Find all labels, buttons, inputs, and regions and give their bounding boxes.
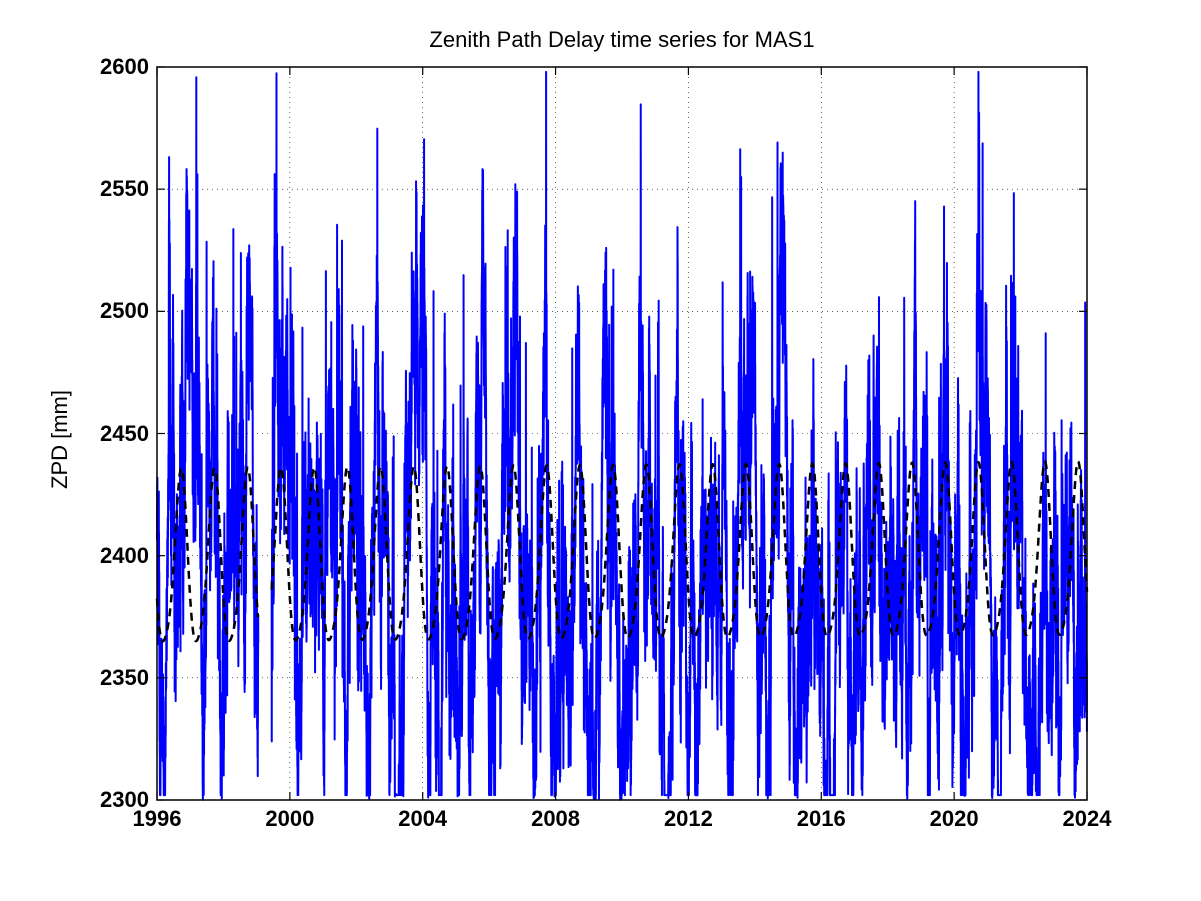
x-tick-label: 2008 [521, 806, 591, 832]
chart-title: Zenith Path Delay time series for MAS1 [157, 27, 1087, 53]
y-tick-label: 2550 [79, 176, 149, 202]
y-tick-label: 2500 [79, 298, 149, 324]
plot-area [157, 67, 1087, 800]
y-tick-label: 2350 [79, 665, 149, 691]
x-tick-label: 2012 [653, 806, 723, 832]
y-tick-label: 2450 [79, 421, 149, 447]
x-tick-label: 2024 [1052, 806, 1122, 832]
raw-series [157, 72, 1087, 800]
y-axis-label: ZPD [mm] [47, 390, 73, 489]
plot-svg [157, 67, 1087, 800]
x-tick-label: 2016 [786, 806, 856, 832]
x-tick-label: 2004 [388, 806, 458, 832]
y-tick-label: 2300 [79, 787, 149, 813]
y-tick-label: 2600 [79, 54, 149, 80]
x-tick-label: 2000 [255, 806, 325, 832]
chart-container: Zenith Path Delay time series for MAS1 Z… [0, 0, 1201, 901]
y-tick-label: 2400 [79, 543, 149, 569]
x-tick-label: 2020 [919, 806, 989, 832]
